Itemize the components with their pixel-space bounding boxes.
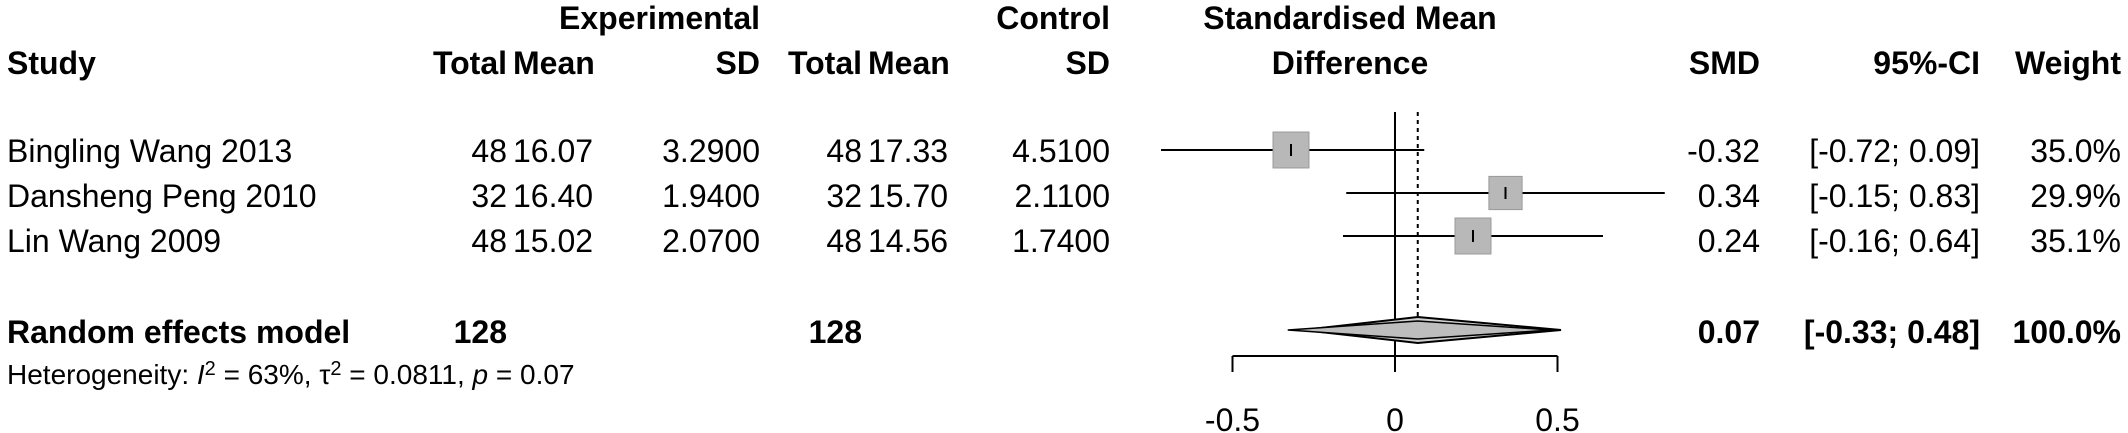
cell-sd-c: 1.7400: [1012, 223, 1110, 259]
cell-total-e: 48: [471, 223, 507, 259]
total-c-header: Total: [787, 45, 862, 81]
pooled-smd: 0.07: [1697, 314, 1760, 350]
total-e-header: Total: [432, 45, 507, 81]
cell-sd-e: 3.2900: [662, 133, 760, 169]
cell-ci: [-0.72; 0.09]: [1809, 133, 1980, 169]
cell-mean-e: 15.02: [513, 223, 594, 259]
cell-total-e: 48: [471, 133, 507, 169]
cell-mean-c: 14.56: [868, 223, 949, 259]
study-header: Study: [7, 45, 96, 81]
cell-total-c: 32: [826, 178, 862, 214]
cell-weight: 35.1%: [2030, 223, 2121, 259]
sd-e-header: SD: [715, 45, 760, 81]
mean-c-header: Mean: [868, 45, 950, 81]
smd-title-line2: Difference: [1271, 45, 1429, 81]
cell-ci: [-0.16; 0.64]: [1809, 223, 1980, 259]
cell-sd-c: 4.5100: [1012, 133, 1110, 169]
cell-sd-c: 2.1100: [1014, 178, 1111, 214]
cell-sd-e: 2.0700: [662, 223, 760, 259]
cell-total-c: 48: [826, 223, 862, 259]
smd-title-line1: Standardised Mean: [1203, 0, 1497, 36]
cell-sd-e: 1.9400: [662, 178, 760, 214]
mean-e-header: Mean: [513, 45, 595, 81]
x-tick-label: -0.5: [1205, 402, 1260, 433]
cell-smd: 0.24: [1697, 223, 1760, 259]
pooled-total-c: 128: [808, 314, 862, 350]
ci-header: 95%-CI: [1873, 45, 1980, 81]
heterogeneity-text: Heterogeneity: I2 = 63%, τ2 = 0.0811, p …: [7, 358, 575, 390]
control-header: Control: [996, 0, 1110, 36]
pooled-ci: [-0.33; 0.48]: [1803, 314, 1980, 350]
experimental-header: Experimental: [559, 0, 760, 36]
cell-smd: -0.32: [1687, 133, 1760, 169]
pooled-diamond: [1287, 320, 1552, 340]
x-tick-label: 0.5: [1535, 402, 1579, 433]
cell-mean-e: 16.40: [513, 178, 594, 214]
smd-header: SMD: [1688, 45, 1760, 81]
cell-total-c: 48: [826, 133, 862, 169]
cell-weight: 35.0%: [2030, 133, 2121, 169]
study-square: [1454, 217, 1492, 255]
cell-total-e: 32: [471, 178, 507, 214]
weight-header: Weight: [2014, 45, 2121, 81]
cell-study: Bingling Wang 2013: [7, 133, 293, 169]
cell-study: Lin Wang 2009: [7, 223, 222, 259]
cell-mean-c: 15.70: [868, 178, 949, 214]
pooled-weight: 100.0%: [2012, 314, 2121, 350]
pooled-label: Random effects model: [7, 314, 351, 350]
cell-study: Dansheng Peng 2010: [7, 178, 317, 214]
cell-mean-c: 17.33: [868, 133, 949, 169]
pooled-total-e: 128: [453, 314, 507, 350]
cell-smd: 0.34: [1697, 178, 1760, 214]
cell-ci: [-0.15; 0.83]: [1809, 178, 1980, 214]
x-tick-label: 0: [1386, 402, 1404, 433]
cell-weight: 29.9%: [2030, 178, 2121, 214]
cell-mean-e: 16.07: [513, 133, 594, 169]
study-square: [1488, 175, 1523, 211]
sd-c-header: SD: [1065, 45, 1110, 81]
